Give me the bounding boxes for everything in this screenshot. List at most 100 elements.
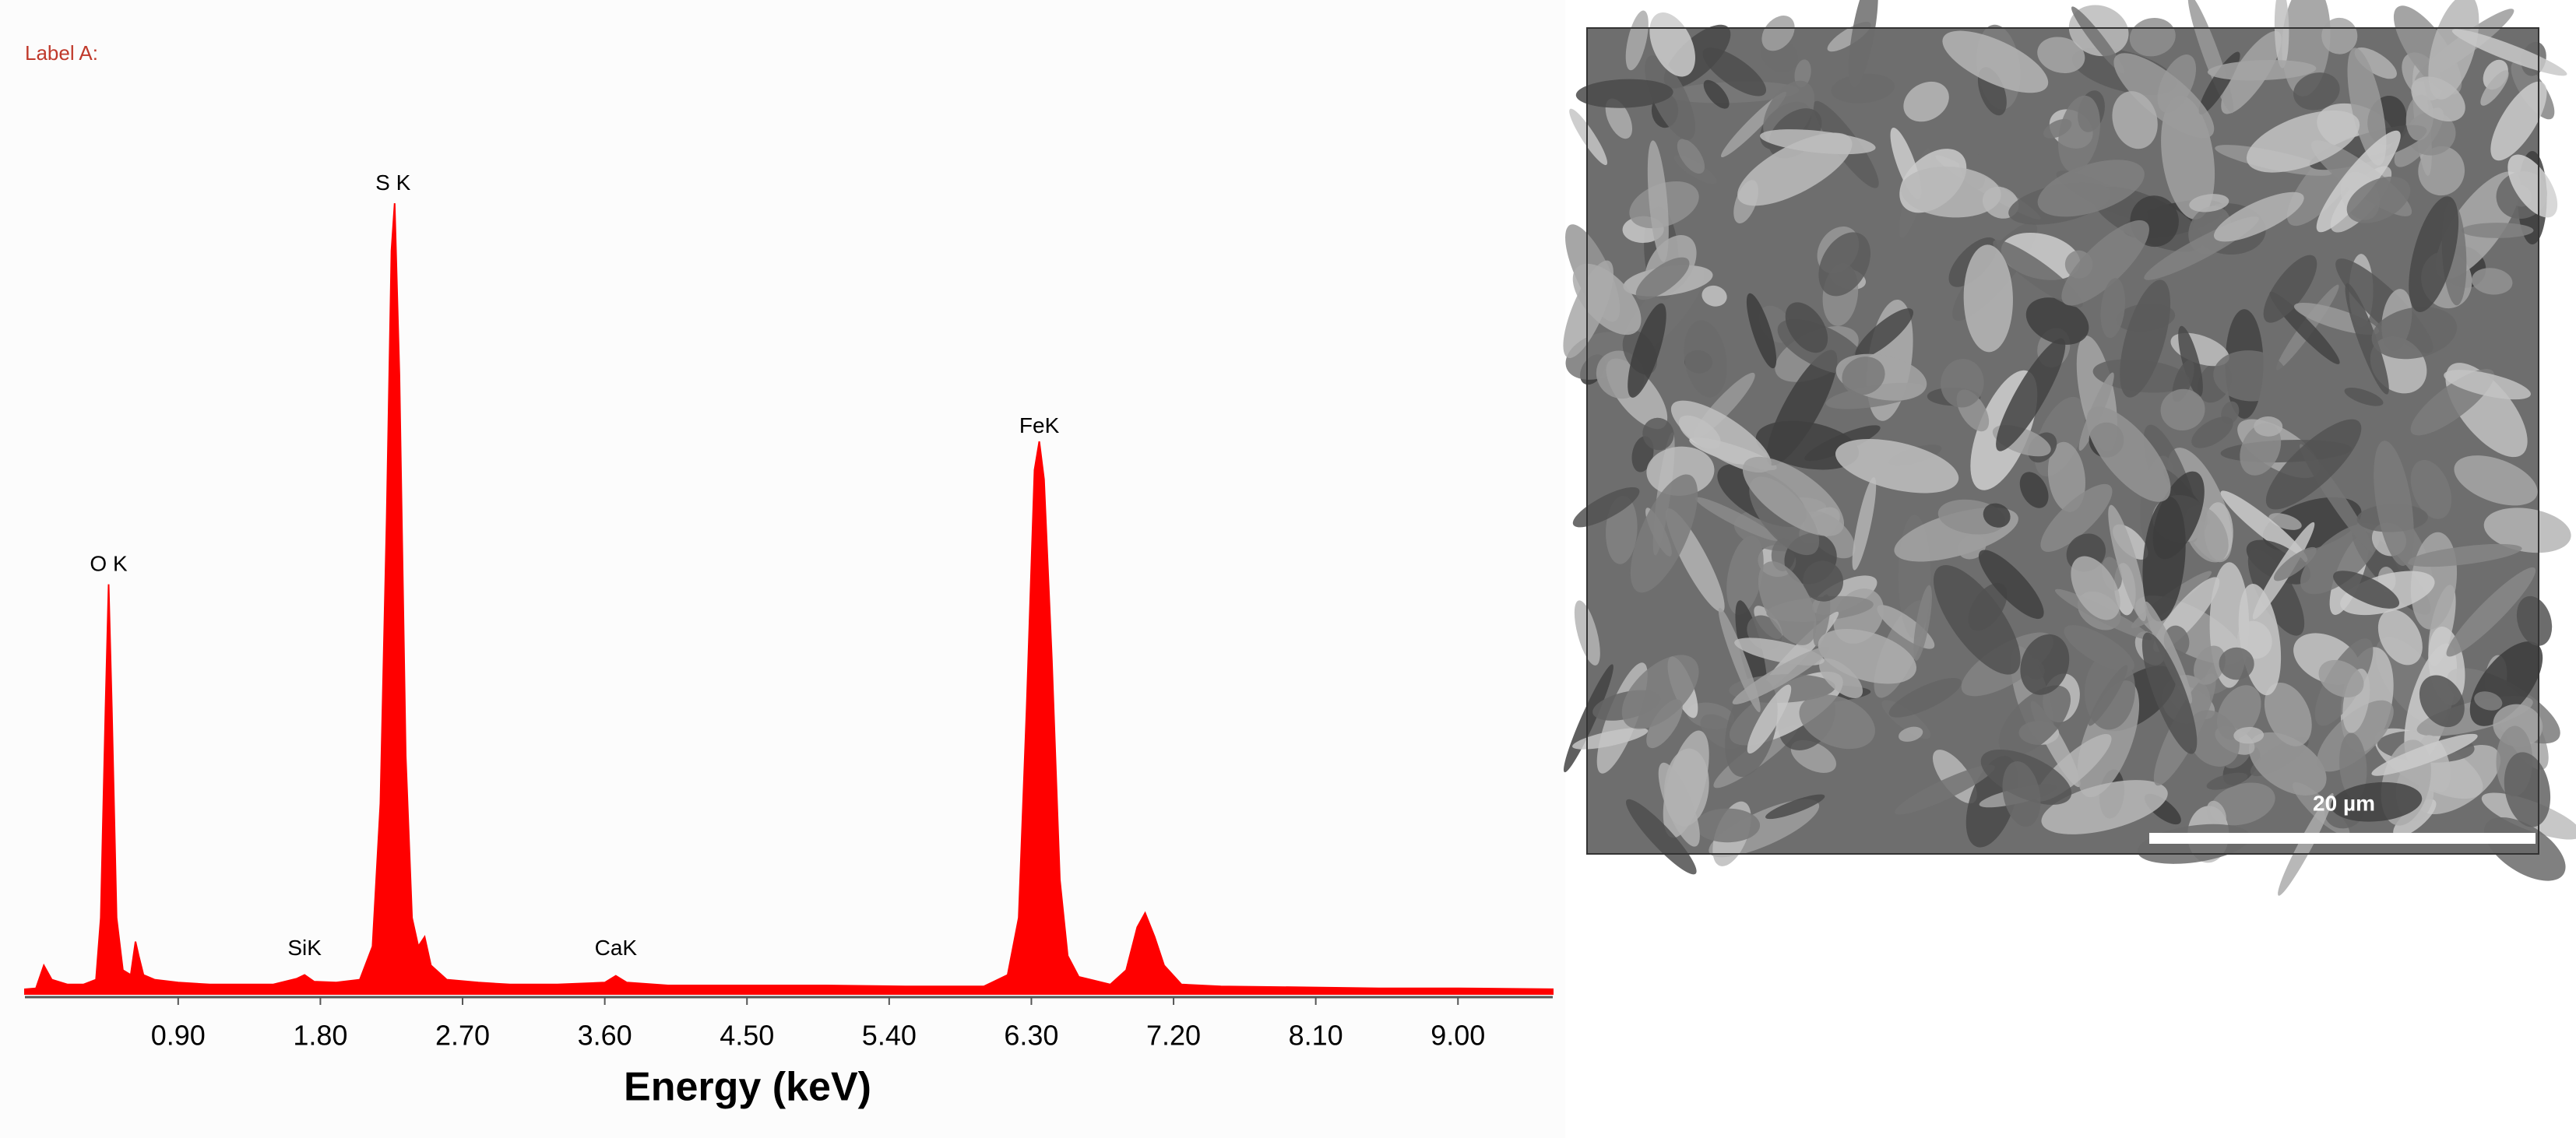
scale-bar <box>2149 833 2536 844</box>
sem-grain <box>2120 279 2171 398</box>
sem-grain <box>1635 257 1690 300</box>
sem-grain <box>2419 675 2465 728</box>
sem-grain <box>1888 677 1962 718</box>
sem-grain <box>2061 220 2149 306</box>
sem-grain <box>1569 108 1607 166</box>
sem-grain <box>2088 665 2128 726</box>
sem-grain <box>2213 350 2288 402</box>
sem-grain <box>1572 728 1649 750</box>
sem-grain <box>2187 710 2240 767</box>
sem-grain <box>2210 782 2275 826</box>
sem-grain <box>2446 567 2536 657</box>
sem-grain <box>2454 455 2538 506</box>
sem-grain <box>2480 70 2509 106</box>
sem-grain <box>2086 406 2171 502</box>
sem-grain <box>2339 732 2367 799</box>
x-tick-label: 6.30 <box>1004 1020 1058 1052</box>
sem-grain <box>2189 194 2229 212</box>
sem-grain <box>2354 47 2397 79</box>
sem-grain <box>1942 30 2049 93</box>
sem-grain <box>1900 166 2001 218</box>
sem-grain <box>1677 139 1705 174</box>
sem-grain <box>2248 732 2327 796</box>
sem-grain <box>1625 10 1649 71</box>
sem-grain <box>1759 129 1876 155</box>
sem-grain <box>2411 76 2465 122</box>
peak-label: S K <box>375 170 410 195</box>
sem-grain <box>2207 60 2317 81</box>
x-tick-label: 1.80 <box>293 1020 347 1052</box>
sem-grain <box>1647 140 1669 262</box>
sem-grain <box>2410 459 2452 519</box>
sem-grain <box>1855 308 1914 359</box>
x-tick-label: 7.20 <box>1146 1020 1201 1052</box>
sem-grain <box>2213 191 2304 242</box>
sem-grain <box>1913 585 1932 661</box>
sem-grain <box>2233 726 2265 744</box>
sem-grain <box>2206 800 2226 827</box>
sem-grain <box>2428 0 2479 100</box>
sem-grain <box>1899 726 1923 742</box>
sem-grain <box>1645 55 1696 141</box>
sem-grain <box>2377 609 2423 666</box>
sem-grain <box>1575 79 1673 108</box>
sem-grain <box>2471 268 2513 295</box>
sem-grain <box>1983 503 2011 528</box>
sem-grain <box>2371 307 2458 360</box>
sem-grain <box>2220 490 2308 562</box>
sem-frame <box>1586 27 2539 855</box>
sem-grain <box>1993 240 2083 307</box>
sem-grain <box>2041 780 2168 834</box>
sem-grain <box>1703 79 1730 109</box>
sem-grain <box>2347 47 2387 166</box>
sem-grain <box>1746 293 1777 369</box>
spectrum <box>24 203 1554 995</box>
sem-grain <box>2483 508 2571 553</box>
sem-grain <box>1813 594 1831 647</box>
sem-grain <box>2113 53 2215 139</box>
sem-grain <box>1849 0 1878 88</box>
sem-grain <box>2108 504 2147 622</box>
sem-grain <box>2316 130 2401 233</box>
sem-grain <box>1978 550 2044 620</box>
sem-grain <box>1684 320 1727 398</box>
sem-grain <box>2058 95 2100 173</box>
sem-grain <box>2152 471 2205 560</box>
sem-grain <box>1747 684 1792 754</box>
sem-grain <box>1852 477 1877 571</box>
sem-grain <box>1785 302 1828 353</box>
sem-grain <box>2474 691 2503 711</box>
sem-grain <box>2191 416 2233 448</box>
sem-grain <box>2025 297 2089 345</box>
sem-grain <box>2071 6 2124 74</box>
sem-grain <box>1628 303 1666 398</box>
sem-grain <box>1658 762 1700 847</box>
sem-grain <box>2020 634 2070 695</box>
sem-grain <box>2019 472 2049 508</box>
sem-grain <box>1765 794 1825 820</box>
sem-grain <box>1694 808 1761 843</box>
sem-grain <box>2507 154 2558 218</box>
sem-grain <box>1605 98 1633 139</box>
sem-grain <box>1758 561 1817 645</box>
sem-grain <box>2293 72 2340 111</box>
sem-grain <box>2254 416 2283 437</box>
sem-grain <box>2418 146 2465 196</box>
sem-grain <box>2278 793 2334 896</box>
sem-grain <box>1996 338 2066 451</box>
sem-grain <box>2193 645 2226 685</box>
sem-grain <box>2037 37 2085 74</box>
x-tick-label: 5.40 <box>862 1020 917 1052</box>
sem-grain <box>1572 486 1640 528</box>
sem-grain <box>2444 370 2531 400</box>
sem-grain <box>2409 196 2459 312</box>
chart-title: Label A: <box>25 41 98 65</box>
sem-grain <box>2407 543 2522 567</box>
sem-grain <box>2516 595 2553 646</box>
sem-grain <box>2265 419 2362 510</box>
sem-grain <box>1842 357 1885 395</box>
x-tick-label: 2.70 <box>435 1020 490 1052</box>
sem-grain <box>2145 601 2192 704</box>
sem-grain <box>1701 285 1727 307</box>
